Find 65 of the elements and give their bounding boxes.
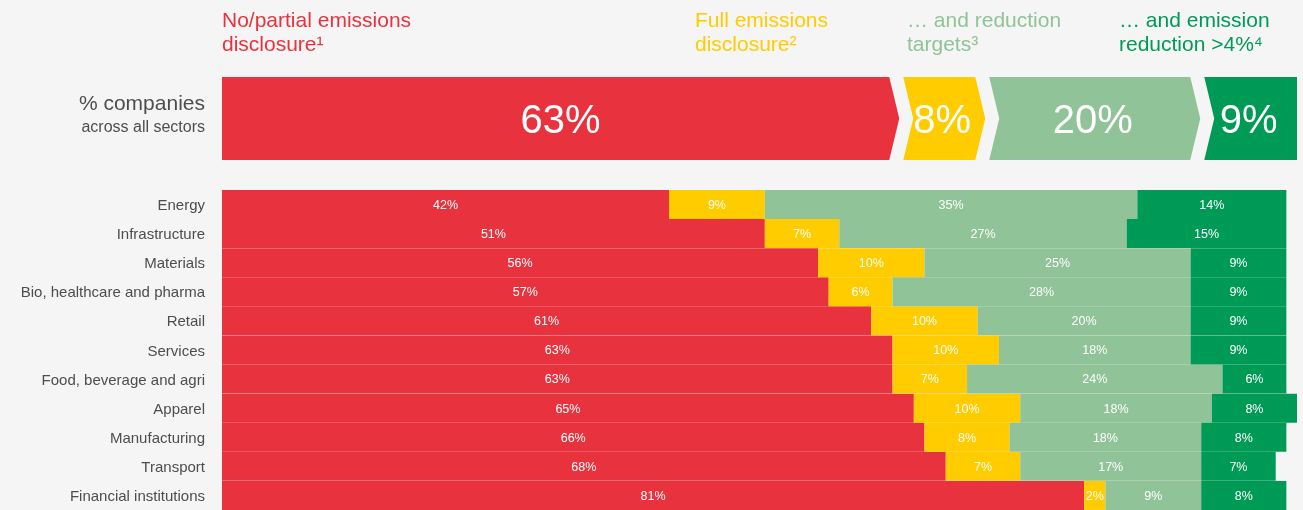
series-label: … and reduction targets³ [907,8,1063,56]
data-label: 7% [920,372,939,387]
y-tick-label: across all sectors [81,118,205,135]
data-label: 10% [954,401,980,416]
data-label: 56% [507,256,533,271]
series-label: … and emission reduction >4%⁴ [1119,8,1271,56]
data-label: 10% [933,343,959,358]
text: Full emissions disclosure² [695,8,830,56]
data-label: 68% [571,459,597,474]
y-tick-label: Services [147,341,205,359]
data-label: 6% [851,285,870,300]
data-label: 8% [1234,430,1253,445]
y-tick-label: Transport [141,457,206,475]
y-tick-label: Manufacturing [109,428,205,446]
data-label: 63% [520,96,601,141]
data-label: 6% [1245,372,1264,387]
data-label: 20% [1052,96,1133,141]
y-tick-label: Bio, healthcare and pharma [20,283,206,301]
y-tick-label: Apparel [153,399,205,417]
data-label: 17% [1098,459,1124,474]
data-label: 10% [858,256,884,271]
data-label: 14% [1199,197,1225,212]
data-label: 42% [433,197,459,212]
data-label: 7% [793,227,812,242]
y-axis-title: % companies [78,91,205,114]
data-label: 81% [640,488,666,503]
data-label: 61% [534,314,560,329]
data-label: 8% [958,430,977,445]
data-label: 25% [1045,256,1071,271]
y-tick-label: Materials [144,254,205,272]
data-label: 15% [1194,227,1220,242]
data-label: 2% [1085,488,1104,503]
series-label: No/partial emissions disclosure¹ [222,8,413,56]
data-label: 7% [1229,459,1248,474]
data-label: 51% [480,227,506,242]
data-label: 27% [970,227,996,242]
data-label: 8% [1234,488,1253,503]
data-label: 9% [1219,96,1278,141]
data-label: 24% [1082,372,1108,387]
data-label: 28% [1029,285,1055,300]
y-tick-label: Energy [157,196,206,214]
y-tick-label: Infrastructure [116,225,205,243]
data-label: 66% [560,430,586,445]
data-label: 20% [1071,314,1097,329]
data-label: 18% [1092,430,1118,445]
data-label: 7% [973,459,993,474]
data-label: 8% [1245,401,1264,416]
data-label: 9% [707,197,726,212]
data-label: 65% [555,401,581,416]
y-tick-label: Retail [166,312,205,330]
data-label: 63% [544,372,570,387]
data-label: 9% [1229,343,1248,358]
data-label: 9% [1229,314,1248,329]
y-tick-label: Financial institutions [69,486,205,504]
data-label: 63% [544,343,570,358]
data-label: 10% [911,314,937,329]
y-tick-label: Food, beverage and agri [41,370,205,388]
data-label: 9% [1229,285,1248,300]
data-label: 8% [913,96,972,141]
data-label: 18% [1103,401,1129,416]
data-label: 18% [1082,343,1108,358]
data-label: 57% [512,285,538,300]
data-label: 35% [938,197,964,212]
data-label: 9% [1229,256,1248,271]
data-label: 9% [1144,488,1163,503]
